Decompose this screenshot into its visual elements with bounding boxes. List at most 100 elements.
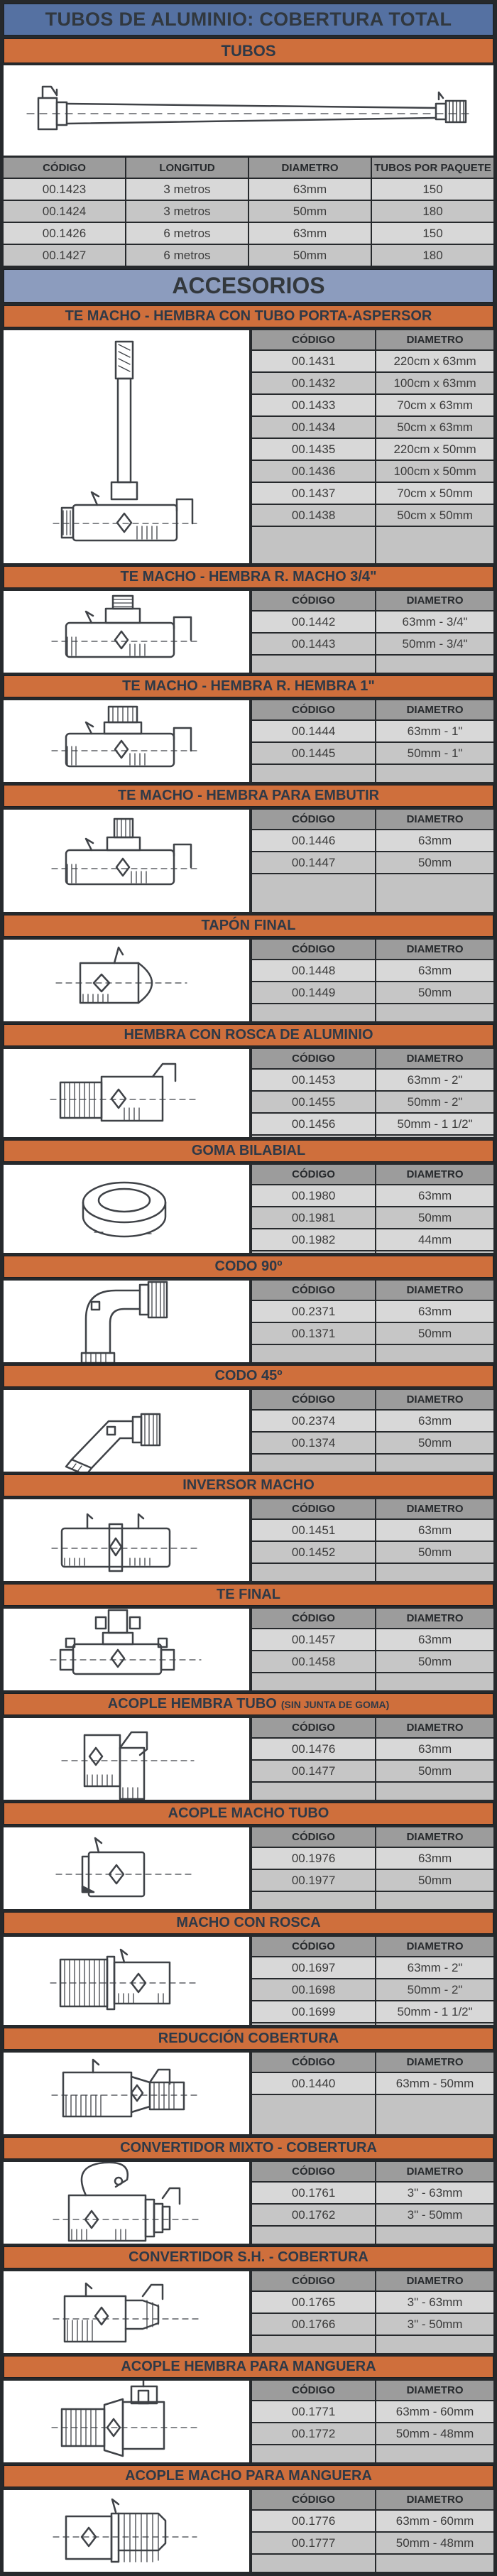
table-filler-cell xyxy=(376,1564,493,1581)
table-filler-cell xyxy=(376,765,493,782)
accessory-table-header-row: CÓDIGO DIAMETRO xyxy=(252,591,493,610)
end-tee-icon xyxy=(4,1609,249,1690)
accessory-section-content: CÓDIGO DIAMETRO 00.1431 220cm x 63mm 00.1432… xyxy=(4,330,493,563)
tubos-table-cell: 50mm xyxy=(249,245,371,266)
accessory-table-row: 00.1476 63mm xyxy=(252,1739,493,1759)
column-header-codigo: CÓDIGO xyxy=(252,700,376,719)
column-header-diametro: DIAMETRO xyxy=(376,1718,493,1737)
accessory-table-row: 00.1447 50mm xyxy=(252,852,493,873)
accessory-table-row: 00.1761 3" - 63mm xyxy=(252,2183,493,2203)
code-cell: 00.1980 xyxy=(252,1185,376,1206)
column-header-longitud: LONGITUD xyxy=(126,158,248,178)
accessory-sections: TE MACHO - HEMBRA CON TUBO PORTA-ASPERSO… xyxy=(4,305,493,2572)
diameter-cell: 100cm x 63mm xyxy=(376,373,493,393)
accessory-table-row: 00.1698 50mm - 2" xyxy=(252,1979,493,2000)
accessory-table-header-row: CÓDIGO DIAMETRO xyxy=(252,1937,493,1956)
diameter-cell: 50mm xyxy=(376,1651,493,1672)
accessory-section-header: TAPÓN FINAL xyxy=(4,915,493,937)
table-filler-cell xyxy=(252,1345,376,1362)
tubos-table-cell: 6 metros xyxy=(126,245,248,266)
accessory-section-header: TE FINAL xyxy=(4,1584,493,1606)
table-filler-cell xyxy=(376,1673,493,1690)
table-filler-cell xyxy=(252,1004,376,1021)
accessory-section-title: CONVERTIDOR MIXTO - COBERTURA xyxy=(120,2140,377,2156)
end-plug-icon xyxy=(4,940,249,1021)
code-cell: 00.1455 xyxy=(252,1092,376,1112)
table-filler-cell xyxy=(376,2555,493,2572)
table-filler-cell xyxy=(376,1455,493,1472)
code-cell: 00.1437 xyxy=(252,483,376,504)
accessory-table-header-row: CÓDIGO DIAMETRO xyxy=(252,2381,493,2400)
diameter-cell: 63mm - 1" xyxy=(376,721,493,741)
diameter-cell: 50cm x 63mm xyxy=(376,417,493,438)
accessory-table-row: 00.1771 63mm - 60mm xyxy=(252,2401,493,2422)
table-filler xyxy=(252,2023,493,2025)
diameter-cell: 63mm - 3/4" xyxy=(376,612,493,632)
tubos-table-cell: 63mm xyxy=(249,179,371,200)
accessory-table-header-row: CÓDIGO DIAMETRO xyxy=(252,1609,493,1628)
table-filler xyxy=(252,2445,493,2462)
diameter-cell: 50cm x 50mm xyxy=(376,505,493,526)
accessory-section-title: TAPÓN FINAL xyxy=(201,918,296,933)
diameter-cell: 63mm xyxy=(376,1629,493,1650)
accessory-codes-table: CÓDIGO DIAMETRO 00.1771 63mm - 60mm 00.1772 5… xyxy=(252,2381,493,2462)
code-cell: 00.1448 xyxy=(252,960,376,981)
diameter-cell: 50mm xyxy=(376,1433,493,1453)
table-filler xyxy=(252,527,493,563)
column-header-tubos-por-paquete: TUBOS POR PAQUETE xyxy=(372,158,493,178)
table-filler xyxy=(252,1345,493,1362)
table-filler-cell xyxy=(252,1783,376,1800)
tee-female-thread-icon xyxy=(4,700,249,782)
accessory-section-header: CODO 45º xyxy=(4,1365,493,1387)
diameter-cell: 50mm xyxy=(376,1542,493,1563)
accessory-section-content: CÓDIGO DIAMETRO 00.1440 63mm - 50mm xyxy=(4,2053,493,2134)
accessory-table-header-row: CÓDIGO DIAMETRO xyxy=(252,700,493,719)
diameter-cell: 63mm - 2" xyxy=(376,1957,493,1978)
column-header-codigo: CÓDIGO xyxy=(252,1718,376,1737)
accessory-table-row: 00.1455 50mm - 2" xyxy=(252,1092,493,1112)
table-filler-cell xyxy=(376,2336,493,2353)
diameter-cell: 50mm - 1" xyxy=(376,743,493,763)
tubos-table-cell: 150 xyxy=(372,179,493,200)
accessory-section-title: TE MACHO - HEMBRA CON TUBO PORTA-ASPERSO… xyxy=(65,308,432,324)
accessory-section-content: CÓDIGO DIAMETRO 00.2374 63mm 00.1374 50mm xyxy=(4,1390,493,1472)
column-header-diametro: DIAMETRO xyxy=(376,2053,493,2072)
accessory-section-header: ACOPLE MACHO PARA MANGUERA xyxy=(4,2465,493,2487)
accessory-table-header-row: CÓDIGO DIAMETRO xyxy=(252,2271,493,2290)
accessory-codes-table: CÓDIGO DIAMETRO 00.1442 63mm - 3/4" 00.1443 5… xyxy=(252,591,493,673)
accessory-codes-table: CÓDIGO DIAMETRO 00.1446 63mm 00.1447 50mm xyxy=(252,810,493,912)
diameter-cell: 63mm xyxy=(376,1185,493,1206)
accessory-table-row: 00.1449 50mm xyxy=(252,982,493,1003)
accessory-table-row: 00.1371 50mm xyxy=(252,1323,493,1344)
diameter-cell: 50mm xyxy=(376,982,493,1003)
code-cell: 00.1458 xyxy=(252,1651,376,1672)
code-cell: 00.1698 xyxy=(252,1979,376,2000)
accessory-table-row: 00.1457 63mm xyxy=(252,1629,493,1650)
accessory-section-content: CÓDIGO DIAMETRO 00.1446 63mm 00.1447 50mm xyxy=(4,810,493,912)
accessory-section-header: CONVERTIDOR S.H. - COBERTURA xyxy=(4,2246,493,2268)
accessory-section-content: CÓDIGO DIAMETRO 00.1771 63mm - 60mm 00.1772 5… xyxy=(4,2381,493,2462)
accessory-table-row: 00.1445 50mm - 1" xyxy=(252,743,493,763)
accessory-table-row: 00.1374 50mm xyxy=(252,1433,493,1453)
accessory-table-row: 00.1435 220cm x 50mm xyxy=(252,439,493,460)
column-header-diametro: DIAMETRO xyxy=(376,1609,493,1628)
column-header-diametro: DIAMETRO xyxy=(249,158,371,178)
table-filler xyxy=(252,2336,493,2353)
column-header-diametro: DIAMETRO xyxy=(376,700,493,719)
accessory-table-row: 00.1976 63mm xyxy=(252,1848,493,1869)
column-header-codigo: CÓDIGO xyxy=(252,2490,376,2509)
table-filler-cell xyxy=(376,1345,493,1362)
column-header-codigo: CÓDIGO xyxy=(252,1165,376,1184)
diameter-cell: 100cm x 50mm xyxy=(376,461,493,482)
female-thread-icon xyxy=(4,1049,249,1137)
accessory-section-content: CÓDIGO DIAMETRO 00.1457 63mm 00.1458 50mm xyxy=(4,1609,493,1690)
accessory-codes-table: CÓDIGO DIAMETRO 00.1448 63mm 00.1449 50mm xyxy=(252,940,493,1021)
accessory-table-row: 00.1434 50cm x 63mm xyxy=(252,417,493,438)
accessory-section-header: TE MACHO - HEMBRA PARA EMBUTIR xyxy=(4,785,493,807)
table-filler-cell xyxy=(376,2227,493,2244)
accessory-section-title: CODO 90º xyxy=(214,1259,283,1274)
code-cell: 00.1699 xyxy=(252,2001,376,2022)
table-filler xyxy=(252,2095,493,2134)
column-header-diametro: DIAMETRO xyxy=(376,1937,493,1956)
accessory-section-title: GOMA BILABIAL xyxy=(191,1143,306,1158)
